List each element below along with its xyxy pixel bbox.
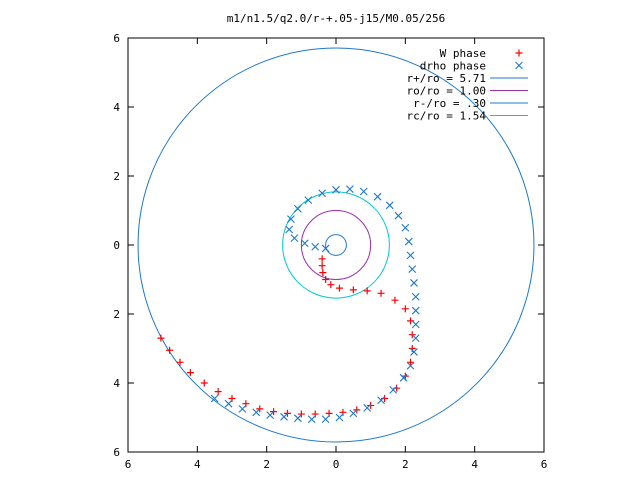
drho-phase-point: [345, 185, 354, 193]
w-phase-point: [335, 284, 343, 292]
drho-phase-point: [285, 225, 294, 234]
drho-phase-point: [304, 196, 313, 205]
y-tick-label: 4: [113, 101, 120, 114]
legend-label: W phase: [440, 47, 486, 60]
drho-phase-point: [411, 306, 420, 315]
x-tick-label: 0: [333, 458, 340, 471]
drho-phase-point: [377, 396, 385, 405]
drho-phase-point: [401, 223, 410, 232]
w-phase-point: [318, 262, 326, 270]
drho-phase-point: [385, 201, 394, 210]
x-tick-label: 2: [402, 458, 409, 471]
drho-phase-point: [280, 412, 288, 421]
drho-phase-point: [363, 403, 372, 412]
drho-phase-point: [394, 211, 403, 220]
drho-phase-point: [293, 414, 302, 423]
legend-label: r-/ro = .30: [413, 97, 486, 110]
legend-label: rc/ro = 1.54: [407, 110, 487, 123]
y-tick-label: 6: [113, 446, 120, 459]
y-tick-label: 2: [113, 308, 120, 321]
drho-phase-point: [210, 394, 219, 403]
drho-phase-point: [515, 61, 523, 70]
drho-phase-point: [321, 244, 330, 253]
w-phase-point: [214, 388, 222, 396]
w-phase-point: [157, 334, 165, 342]
drho-phase-point: [406, 361, 415, 370]
drho-phase-point: [373, 192, 382, 201]
drho-phase-point: [389, 386, 398, 394]
circle-r-: [325, 234, 347, 256]
drho-phase-point: [321, 415, 330, 424]
w-phase-point: [176, 358, 184, 366]
y-tick-label: 4: [113, 377, 120, 390]
drho-phase-point: [404, 237, 413, 246]
w-phase-point: [407, 358, 415, 366]
drho-phase-point: [300, 239, 309, 248]
x-tick-label: 6: [125, 458, 132, 471]
circle-r+: [137, 47, 535, 443]
x-tick-label: 4: [471, 458, 478, 471]
y-tick-label: 2: [113, 170, 120, 183]
w-phase-point: [391, 296, 399, 304]
legend-label: r+/ro = 5.71: [407, 72, 486, 85]
chart-title: m1/n1.5/q2.0/r-+.05-j15/M0.05/256: [227, 12, 446, 25]
circle-rc: [282, 191, 390, 299]
drho-phase-point: [349, 409, 358, 418]
x-tick-label: 6: [541, 458, 548, 471]
drho-phase-point: [293, 204, 302, 213]
w-phase-point: [377, 289, 385, 297]
w-phase-point: [367, 401, 375, 409]
drho-phase-point: [287, 215, 295, 224]
y-tick-label: 0: [113, 239, 120, 252]
w-phase-point: [322, 276, 330, 283]
drho-phase-point: [410, 348, 418, 356]
drho-phase-point: [290, 234, 299, 242]
drho-phase-point: [311, 242, 320, 251]
x-tick-label: 2: [263, 458, 270, 471]
w-phase-point: [401, 305, 409, 313]
drho-phase-point: [332, 185, 340, 194]
drho-phase-point: [406, 251, 415, 260]
y-tick-label: 6: [113, 32, 120, 45]
w-phase-point: [349, 286, 357, 294]
w-phase-point: [515, 49, 523, 57]
w-phase-point: [327, 281, 335, 289]
drho-phase-point: [252, 408, 261, 417]
drho-phase-point: [399, 373, 408, 382]
drho-phase-point: [266, 411, 275, 419]
w-phase-point: [318, 255, 326, 263]
drho-phase-point: [318, 189, 327, 198]
drho-phase-point: [359, 187, 368, 196]
legend-label: ro/ro = 1.00: [407, 85, 486, 98]
w-phase-point: [319, 269, 327, 277]
drho-phase-point: [410, 279, 418, 287]
drho-phase-point: [224, 399, 233, 408]
x-tick-label: 4: [194, 458, 201, 471]
w-phase-point: [186, 369, 194, 377]
legend-label: drho phase: [420, 60, 486, 73]
drho-phase-point: [411, 292, 420, 301]
drho-phase-point: [335, 413, 344, 422]
drho-phase-point: [238, 404, 247, 413]
drho-phase-point: [411, 334, 420, 343]
w-phase-point: [166, 346, 174, 354]
drho-phase-point: [408, 265, 417, 274]
circle-ro: [300, 210, 372, 280]
w-phase-point: [297, 410, 305, 418]
drho-phase-point: [307, 415, 316, 424]
w-phase-point: [363, 287, 371, 295]
drho-phase-point: [411, 320, 420, 329]
w-phase-point: [200, 379, 208, 387]
